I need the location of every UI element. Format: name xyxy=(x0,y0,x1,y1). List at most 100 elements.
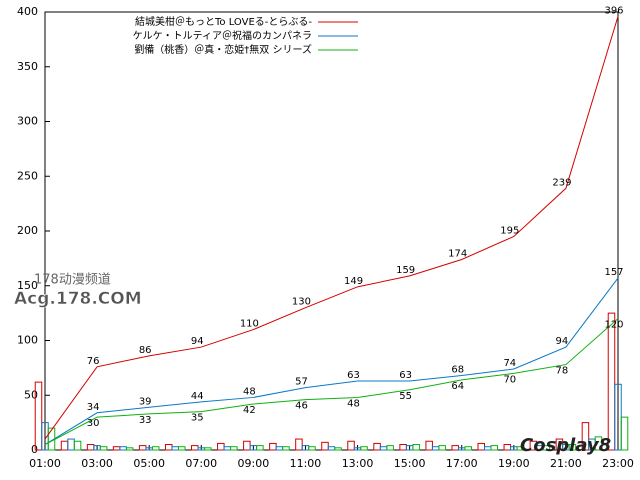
bar xyxy=(282,446,290,451)
y-tick-label: 100 xyxy=(17,334,38,347)
x-tick-label: 21:00 xyxy=(550,457,582,470)
data-label: 86 xyxy=(139,345,152,356)
bar xyxy=(308,446,316,451)
bar xyxy=(516,446,525,451)
bar xyxy=(223,446,232,451)
data-label: 159 xyxy=(396,265,415,276)
x-tick-label: 09:00 xyxy=(238,457,270,470)
data-label: 120 xyxy=(604,320,623,331)
bar xyxy=(34,381,43,451)
bar xyxy=(484,446,492,451)
bar xyxy=(191,445,199,451)
bar xyxy=(360,446,368,451)
legend-label: ケルケ・トルティア＠祝福のカンパネラ xyxy=(133,29,312,42)
series-line xyxy=(44,318,619,445)
data-label: 110 xyxy=(240,319,259,330)
bar xyxy=(217,442,225,451)
bar xyxy=(568,444,577,451)
bar xyxy=(86,444,95,451)
x-tick-label: 01:00 xyxy=(29,457,61,470)
x-tick-label: 13:00 xyxy=(342,457,374,470)
bar xyxy=(373,442,381,451)
bar xyxy=(620,416,629,451)
data-label: 48 xyxy=(243,386,256,397)
legend-label: 結城美柑＠もっとTo LOVEる-とらぶる- xyxy=(135,15,312,28)
x-tick-label: 23:00 xyxy=(602,457,634,470)
bar xyxy=(379,446,388,451)
bar xyxy=(177,446,186,451)
bar xyxy=(269,442,277,451)
bar xyxy=(119,446,127,451)
data-label: 46 xyxy=(295,401,308,412)
x-tick-label: 17:00 xyxy=(446,457,478,470)
bar xyxy=(321,441,329,451)
watermark: 178动漫频道 xyxy=(34,273,111,288)
data-label: 174 xyxy=(448,248,467,259)
x-tick-label: 15:00 xyxy=(394,457,426,470)
data-label: 63 xyxy=(347,370,360,381)
bar xyxy=(431,446,440,451)
bar xyxy=(67,438,75,451)
data-label: 42 xyxy=(243,405,256,416)
x-tick-label: 11:00 xyxy=(290,457,322,470)
bar xyxy=(438,445,446,451)
bar xyxy=(151,446,160,451)
data-label: 64 xyxy=(451,381,464,392)
bar xyxy=(490,445,499,451)
y-tick-label: 350 xyxy=(17,60,38,73)
bar xyxy=(347,440,355,451)
bar xyxy=(542,445,551,451)
data-label: 55 xyxy=(399,391,412,402)
bar xyxy=(243,440,251,451)
data-label: 63 xyxy=(399,370,412,381)
bar xyxy=(171,446,179,451)
series-line xyxy=(44,16,619,440)
x-tick-label: 03:00 xyxy=(81,457,113,470)
bar xyxy=(256,445,264,451)
data-label: 94 xyxy=(556,336,569,347)
bar xyxy=(594,436,603,451)
data-label: 35 xyxy=(191,413,204,424)
y-tick-label: 150 xyxy=(17,279,38,292)
bar xyxy=(451,445,459,451)
bar xyxy=(138,445,147,451)
bar xyxy=(412,444,420,451)
y-tick-label: 200 xyxy=(17,224,38,237)
bar xyxy=(334,447,342,451)
bar xyxy=(503,444,512,451)
y-tick-label: 250 xyxy=(17,169,38,182)
bar xyxy=(477,442,486,451)
x-tick-label: 05:00 xyxy=(133,457,165,470)
bar xyxy=(112,446,121,451)
bar xyxy=(464,446,472,451)
data-label: 68 xyxy=(451,365,464,376)
watermark: Acg.178.COM xyxy=(14,289,142,309)
bar xyxy=(204,447,212,451)
data-label: 239 xyxy=(552,177,571,188)
bar xyxy=(164,444,173,451)
data-label: 78 xyxy=(556,366,569,377)
bar xyxy=(607,312,616,451)
data-label: 33 xyxy=(139,415,152,426)
data-label: 396 xyxy=(604,5,623,16)
watermark: Cosplay8 xyxy=(520,435,611,456)
data-label: 149 xyxy=(344,276,363,287)
data-label: 76 xyxy=(87,356,100,367)
data-label: 74 xyxy=(503,358,516,369)
bar xyxy=(295,438,303,451)
bar xyxy=(386,445,394,451)
data-label: 70 xyxy=(503,374,516,385)
legend-label: 劉備（桃香）＠真・恋姫†無双 シリーズ xyxy=(134,43,312,56)
data-label: 57 xyxy=(295,377,308,388)
bar xyxy=(60,440,69,451)
series-line xyxy=(44,277,619,445)
y-tick-label: 400 xyxy=(17,5,38,18)
bar xyxy=(230,446,238,451)
bar xyxy=(399,444,407,451)
data-label: 48 xyxy=(347,398,360,409)
data-label: 157 xyxy=(604,267,623,278)
data-label: 195 xyxy=(500,225,519,236)
bar xyxy=(99,446,108,451)
y-tick-label: 300 xyxy=(17,115,38,128)
